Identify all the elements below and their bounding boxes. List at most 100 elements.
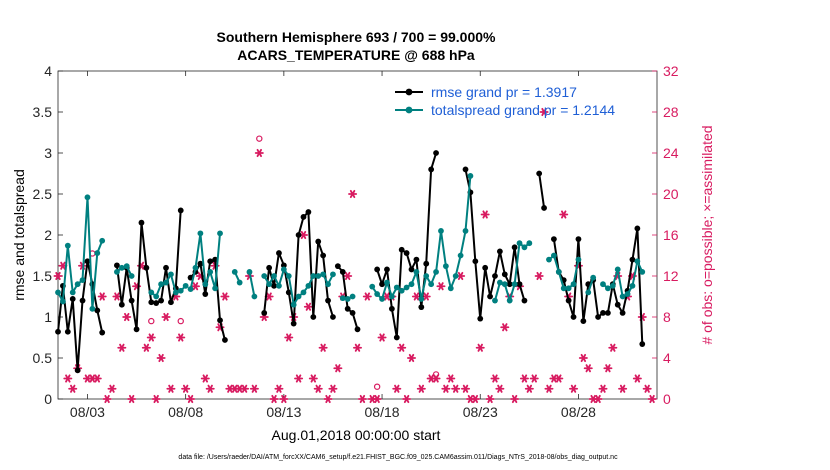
obs-assimilated-point	[608, 343, 618, 352]
totalspread-marker	[251, 293, 258, 300]
totalspread-marker	[153, 293, 160, 300]
totalspread-marker	[516, 240, 523, 247]
totalspread-marker	[187, 286, 194, 293]
totalspread-marker	[168, 271, 174, 278]
obs-assimilated-point	[269, 394, 279, 404]
obs-assimilated-stroke	[600, 384, 606, 393]
obs-assimilated-stroke	[467, 394, 474, 404]
totalspread-marker	[89, 305, 96, 312]
obs-assimilated-point	[647, 394, 657, 404]
totalspread-line	[57, 196, 104, 310]
obs-assimilated-point	[490, 374, 500, 383]
totalspread-marker	[330, 271, 336, 278]
rmse-marker	[133, 326, 140, 333]
rmse-line	[115, 210, 182, 331]
obs-assimilated-point	[63, 374, 73, 383]
obs-assimilated-stroke	[398, 343, 405, 352]
rmse-marker	[334, 263, 341, 270]
obs-assimilated-stroke	[472, 394, 479, 404]
obs-assimilated-point	[480, 210, 490, 219]
totalspread-marker	[325, 281, 331, 288]
totalspread-marker	[339, 295, 346, 302]
rmse-marker	[496, 248, 503, 255]
totalspread-marker	[158, 281, 165, 288]
y2-tick-label: 16	[663, 227, 679, 243]
obs-assimilated-point	[205, 384, 215, 393]
obs-assimilated-stroke	[634, 374, 641, 383]
totalspread-marker	[442, 263, 449, 270]
rmse-marker	[74, 367, 81, 374]
rmse-marker	[565, 297, 572, 304]
totalspread-marker	[369, 283, 376, 290]
rmse-marker	[99, 329, 106, 336]
totalspread-marker	[374, 291, 381, 297]
obs-assimilated-point	[284, 333, 294, 342]
totalspread-marker	[526, 240, 533, 247]
obs-assimilated-stroke	[595, 394, 601, 404]
totalspread-marker	[84, 194, 91, 201]
totalspread-marker	[64, 242, 71, 249]
obs-assimilated-stroke	[452, 384, 459, 393]
rmse-marker	[374, 266, 381, 273]
totalspread-marker	[600, 281, 606, 288]
y-tick-label: 0	[44, 391, 52, 407]
obs-assimilated-stroke	[124, 312, 130, 322]
rmse-marker	[128, 297, 135, 304]
obs-assimilated-stroke	[629, 271, 636, 281]
totalspread-marker	[614, 266, 621, 273]
obs-assimilated-point	[186, 394, 196, 404]
obs-assimilated-stroke	[300, 230, 307, 240]
obs-assimilated-point	[495, 384, 505, 393]
rmse-marker	[462, 166, 469, 173]
totalspread-marker	[506, 297, 513, 304]
rmse-marker	[614, 301, 621, 308]
obs-assimilated-point	[161, 312, 171, 322]
obs-assimilated-point	[569, 384, 579, 393]
rmse-marker	[428, 166, 435, 173]
obs-assimilated-stroke	[344, 271, 351, 281]
obs-assimilated-point	[392, 384, 402, 393]
totalspread-marker	[236, 279, 243, 286]
totalspread-marker	[295, 293, 302, 300]
obs-assimilated-point	[372, 394, 382, 404]
obs-assimilated-point	[470, 394, 480, 404]
rmse-marker	[487, 293, 493, 300]
rmse-marker	[433, 150, 439, 156]
obs-assimilated-point	[146, 333, 156, 342]
obs-assimilated-stroke	[428, 374, 434, 383]
obs-assimilated-stroke	[423, 292, 429, 301]
rmse-marker	[118, 301, 125, 308]
totalspread-marker	[433, 269, 439, 275]
legend-marker	[405, 106, 413, 114]
obs-assimilated-point	[117, 343, 127, 352]
totalspread-marker	[276, 282, 282, 289]
obs-assimilated-stroke	[497, 384, 503, 393]
totalspread-marker	[285, 273, 292, 279]
y2-tick-label: 32	[663, 63, 679, 79]
rmse-marker	[629, 256, 636, 263]
totalspread-marker	[182, 282, 189, 289]
obs-assimilated-stroke	[536, 271, 542, 281]
totalspread-marker	[60, 298, 66, 305]
obs-assimilated-point	[411, 292, 421, 301]
obs-assimilated-point	[352, 343, 363, 352]
obs-assimilated-stroke	[182, 384, 189, 393]
rmse-marker	[290, 320, 297, 327]
totalspread-marker	[231, 269, 238, 275]
rmse-marker	[325, 297, 331, 304]
rmse-marker	[266, 264, 273, 271]
obs-assimilated-point	[348, 189, 358, 199]
obs-assimilated-stroke	[335, 364, 341, 373]
obs-assimilated-stroke	[325, 394, 331, 404]
obs-assimilated-point	[583, 364, 593, 373]
obs-possible-point	[177, 317, 184, 325]
totalspread-marker	[212, 285, 219, 292]
obs-assimilated-point	[534, 271, 544, 281]
totalspread-marker	[349, 293, 356, 300]
rmse-marker	[315, 238, 322, 245]
rmse-marker	[516, 281, 523, 288]
obs-assimilated-point	[166, 384, 176, 393]
rmse-marker	[605, 310, 611, 316]
obs-assimilated-stroke	[70, 384, 76, 393]
obs-assimilated-stroke	[232, 384, 238, 393]
